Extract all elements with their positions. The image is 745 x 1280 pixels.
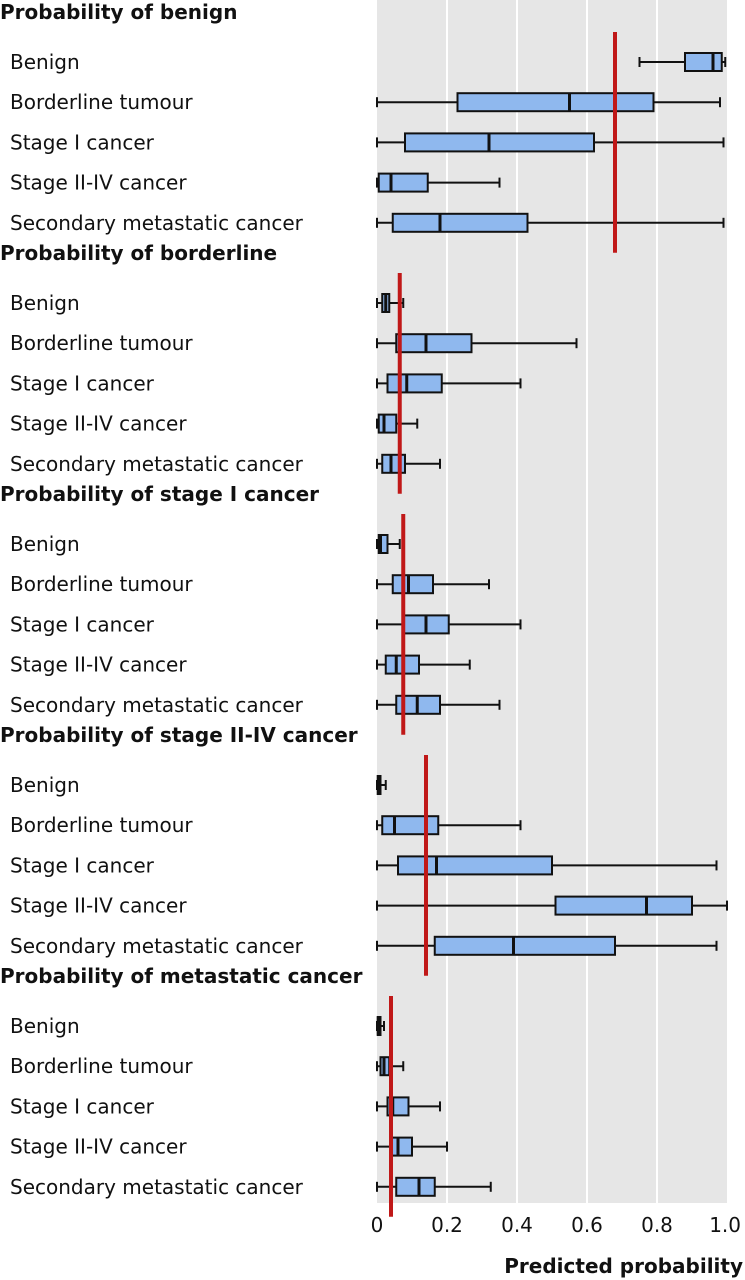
row-label: Secondary metastatic cancer — [10, 693, 304, 717]
box-plot — [376, 855, 718, 876]
row-label: Benign — [10, 532, 80, 556]
box-plot — [376, 1016, 385, 1036]
row-label: Benign — [10, 291, 80, 315]
iqr-box — [377, 413, 398, 434]
row-label: Borderline tumour — [10, 813, 193, 837]
row-label: Benign — [10, 50, 80, 74]
row-label: Stage II-IV cancer — [10, 412, 187, 436]
box-series — [376, 52, 728, 1197]
iqr-box — [397, 855, 553, 876]
row-label: Stage I cancer — [10, 853, 155, 877]
row-label: Borderline tumour — [10, 90, 193, 114]
iqr-box — [377, 534, 389, 554]
row-label: Borderline tumour — [10, 572, 193, 596]
box-plot — [638, 52, 727, 72]
x-tick-label: 0.6 — [571, 1213, 603, 1237]
row-label: Stage I cancer — [10, 130, 155, 154]
iqr-box — [433, 935, 616, 956]
iqr-box — [390, 1136, 413, 1157]
iqr-box — [684, 52, 723, 72]
iqr-box — [386, 373, 443, 394]
x-tick-label: 0 — [371, 1213, 384, 1237]
box-plot — [376, 92, 721, 113]
row-label: Secondary metastatic cancer — [10, 211, 304, 235]
group-label: Probability of benign — [0, 0, 237, 24]
row-labels: Probability of benign Benign Borderline tu… — [0, 0, 363, 1199]
iqr-box — [391, 574, 434, 595]
row-label: Secondary metastatic cancer — [10, 452, 304, 476]
box-plot — [376, 172, 501, 193]
row-label: Stage II-IV cancer — [10, 653, 187, 677]
row-label: Secondary metastatic cancer — [10, 934, 304, 958]
iqr-box — [456, 92, 655, 113]
group-label: Probability of borderline — [0, 241, 277, 265]
group-label: Probability of stage I cancer — [0, 482, 319, 506]
group-label: Probability of metastatic cancer — [0, 964, 363, 988]
box-plot — [376, 132, 725, 153]
iqr-box — [404, 132, 595, 153]
iqr-box — [391, 212, 529, 233]
x-tick-label: 0.8 — [641, 1213, 673, 1237]
box-plot — [376, 413, 419, 434]
box-plot — [376, 1176, 492, 1197]
row-label: Borderline tumour — [10, 331, 193, 355]
box-plot — [376, 895, 728, 916]
iqr-box — [395, 1176, 436, 1197]
box-plot — [376, 534, 401, 554]
row-label: Stage II-IV cancer — [10, 894, 187, 918]
x-axis: 0 0.2 0.4 0.6 0.8 1.0 — [371, 1213, 741, 1237]
x-tick-label: 0.2 — [431, 1213, 463, 1237]
x-tick-label: 0.4 — [501, 1213, 533, 1237]
iqr-box — [377, 172, 429, 193]
row-label: Stage I cancer — [10, 1094, 155, 1118]
iqr-box — [395, 333, 473, 354]
iqr-box — [554, 895, 693, 916]
row-label: Benign — [10, 773, 80, 797]
row-label: Stage I cancer — [10, 371, 155, 395]
box-plot — [376, 935, 718, 956]
grid-lines — [446, 0, 658, 1203]
row-label: Benign — [10, 1014, 80, 1038]
iqr-box — [381, 815, 440, 836]
row-label: Secondary metastatic cancer — [10, 1175, 304, 1199]
group-label: Probability of stage II-IV cancer — [0, 723, 358, 747]
box-plot — [376, 212, 725, 233]
row-label: Stage I cancer — [10, 612, 155, 636]
plot-area — [377, 0, 727, 1203]
box-plot — [376, 333, 578, 354]
x-axis-title: Predicted probability — [504, 1254, 743, 1278]
x-tick-label: 1.0 — [709, 1213, 741, 1237]
row-label: Borderline tumour — [10, 1054, 193, 1078]
box-plot — [376, 694, 501, 715]
box-plot — [376, 614, 522, 635]
row-label: Stage II-IV cancer — [10, 171, 187, 195]
reference-lines — [389, 32, 617, 1217]
row-label: Stage II-IV cancer — [10, 1135, 187, 1159]
box-plot — [376, 775, 387, 795]
